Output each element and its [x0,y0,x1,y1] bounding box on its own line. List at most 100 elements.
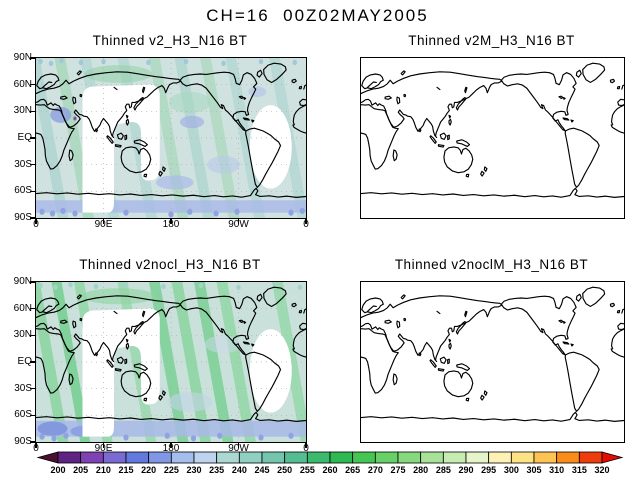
lon-tick-mark [237,442,240,448]
lon-tick-label: 90W [228,219,249,230]
coastlines [361,286,624,422]
lon-tick-mark [102,442,105,448]
lon-tick-mark [305,442,307,448]
lat-tick-label: 60N [13,302,32,314]
colorbar-right-arrow [601,451,624,464]
page-title: CH=16 00Z02MAY2005 [206,6,429,25]
lat-tick-mark [30,57,36,59]
lat-tick-label: 30S [14,382,32,394]
colorbar-cell [261,451,286,464]
colorbar-tick-label: 315 [572,465,587,475]
lon-tick-label: 180 [162,443,180,454]
colorbar-cell [284,451,308,464]
colorbar-tick-label: 260 [322,465,337,475]
colorbar-cell [306,451,331,464]
panel-v2M: Thinned v2M_H3_N16 BT [360,33,625,219]
colorbar-cell [533,451,558,464]
colorbar-tick-label: 305 [526,465,541,475]
lat-tick-mark [30,387,36,390]
colorbar-svg: 200 205 210 215 220 225 230 235 240 245 250 255 260 2… [36,451,624,475]
lon-tick-label: 90W [228,443,249,454]
colorbar-cell [238,451,263,464]
colorbar-cell [352,451,376,464]
lat-tick-mark [30,334,36,337]
colorbar-cell [556,451,580,464]
panel-title: Thinned v2_H3_N16 BT [92,33,248,48]
colorbar-tick-label: 300 [504,465,519,475]
lon-tick-mark [35,218,37,224]
lat-tick-mark [30,163,36,166]
lon-tick-label: 0 [303,443,309,454]
panel-v2noclM: Thinned v2noclM_H3_N16 BT [360,257,625,443]
colorbar: 200 205 210 215 220 225 230 235 240 245 250 255 260 2… [36,451,626,481]
lon-tick-mark [170,442,172,448]
lat-tick-mark [30,307,36,310]
lat-tick-label: EQ [17,132,32,143]
lat-tick-mark [30,361,36,363]
lon-tick-label: 0 [303,219,309,230]
colorbar-tick-label: 205 [73,465,88,475]
colorbar-cell [216,451,240,464]
colorbar-cell [420,451,444,464]
lon-tick-label: 0 [33,443,39,454]
lon-tick-label: 90E [94,219,113,230]
coastlines [361,62,624,198]
colorbar-tick-label: 240 [232,465,247,475]
colorbar-tick-label: 210 [96,465,111,475]
map-plot-v2nocl: 90N 60N 30N EQ 30S 60S 90S 0 90E 180 90W 0 [14,277,309,454]
world-map [36,58,306,218]
colorbar-cell [329,451,354,464]
lat-tick-mark [30,281,36,283]
lat-tick-label: 60S [14,185,32,197]
colorbar-tick-label: 320 [594,465,609,475]
colorbar-tick-label: 310 [549,465,564,475]
colorbar-tick-label: 290 [458,465,473,475]
colorbar-tick-label: 265 [345,465,360,475]
colorbar-tick-label: 275 [390,465,405,475]
panel-title: Thinned v2noclM_H3_N16 BT [394,257,589,272]
lat-tick-label: 90S [14,212,32,223]
lat-tick-mark [30,83,36,86]
colorbar-cell [170,451,195,464]
lat-tick-mark [30,137,36,139]
lat-tick-mark [30,441,36,443]
lon-tick-label: 180 [162,219,180,230]
colorbar-cell [57,451,82,464]
lon-tick-mark [35,442,37,448]
panel-title: Thinned v2M_H3_N16 BT [408,33,575,48]
colorbar-cell [442,451,467,464]
world-map [36,282,306,442]
lon-tick-mark [237,218,240,224]
lon-tick-mark [305,218,307,224]
colorbar-cell [578,451,603,464]
colorbar-cell [374,451,399,464]
colorbar-tick-label: 285 [436,465,451,475]
colorbar-cell [488,451,512,464]
lat-tick-label: 90S [14,436,32,447]
panel-v2nocl: Thinned v2nocl_H3_N16 BT 90N 60N 30N EQ 30S 6… [14,257,309,454]
colorbar-tick-label: 235 [209,465,224,475]
colorbar-tick-label: 250 [277,465,292,475]
colorbar-tick-label: 280 [413,465,428,475]
lat-tick-label: 60S [14,409,32,421]
lat-tick-label: 30S [14,158,32,170]
panel-v2: Thinned v2_H3_N16 BT 90N 60N 30N EQ 30S 60S 90… [14,33,309,230]
colorbar-cell [193,451,218,464]
colorbar-tick-label: 255 [300,465,315,475]
lat-tick-label: 30N [13,329,32,341]
colorbar-tick-label: 215 [118,465,133,475]
colorbar-cell [465,451,490,464]
lon-tick-mark [102,218,105,224]
colorbar-cell [102,451,127,464]
lon-tick-label: 90E [94,443,113,454]
world-map [361,286,624,422]
colorbar-left-arrow [36,451,59,464]
colorbar-tick-label: 200 [50,465,65,475]
colorbar-tick-label: 295 [481,465,496,475]
panel-title: Thinned v2nocl_H3_N16 BT [79,257,261,272]
map-plot-v2: 90N 60N 30N EQ 30S 60S 90S 0 90E 180 90W 0 [14,53,309,230]
lat-tick-label: 90N [13,52,32,63]
lat-tick-label: EQ [17,356,32,367]
lat-tick-mark [30,190,36,193]
colorbar-tick-label: 220 [141,465,156,475]
